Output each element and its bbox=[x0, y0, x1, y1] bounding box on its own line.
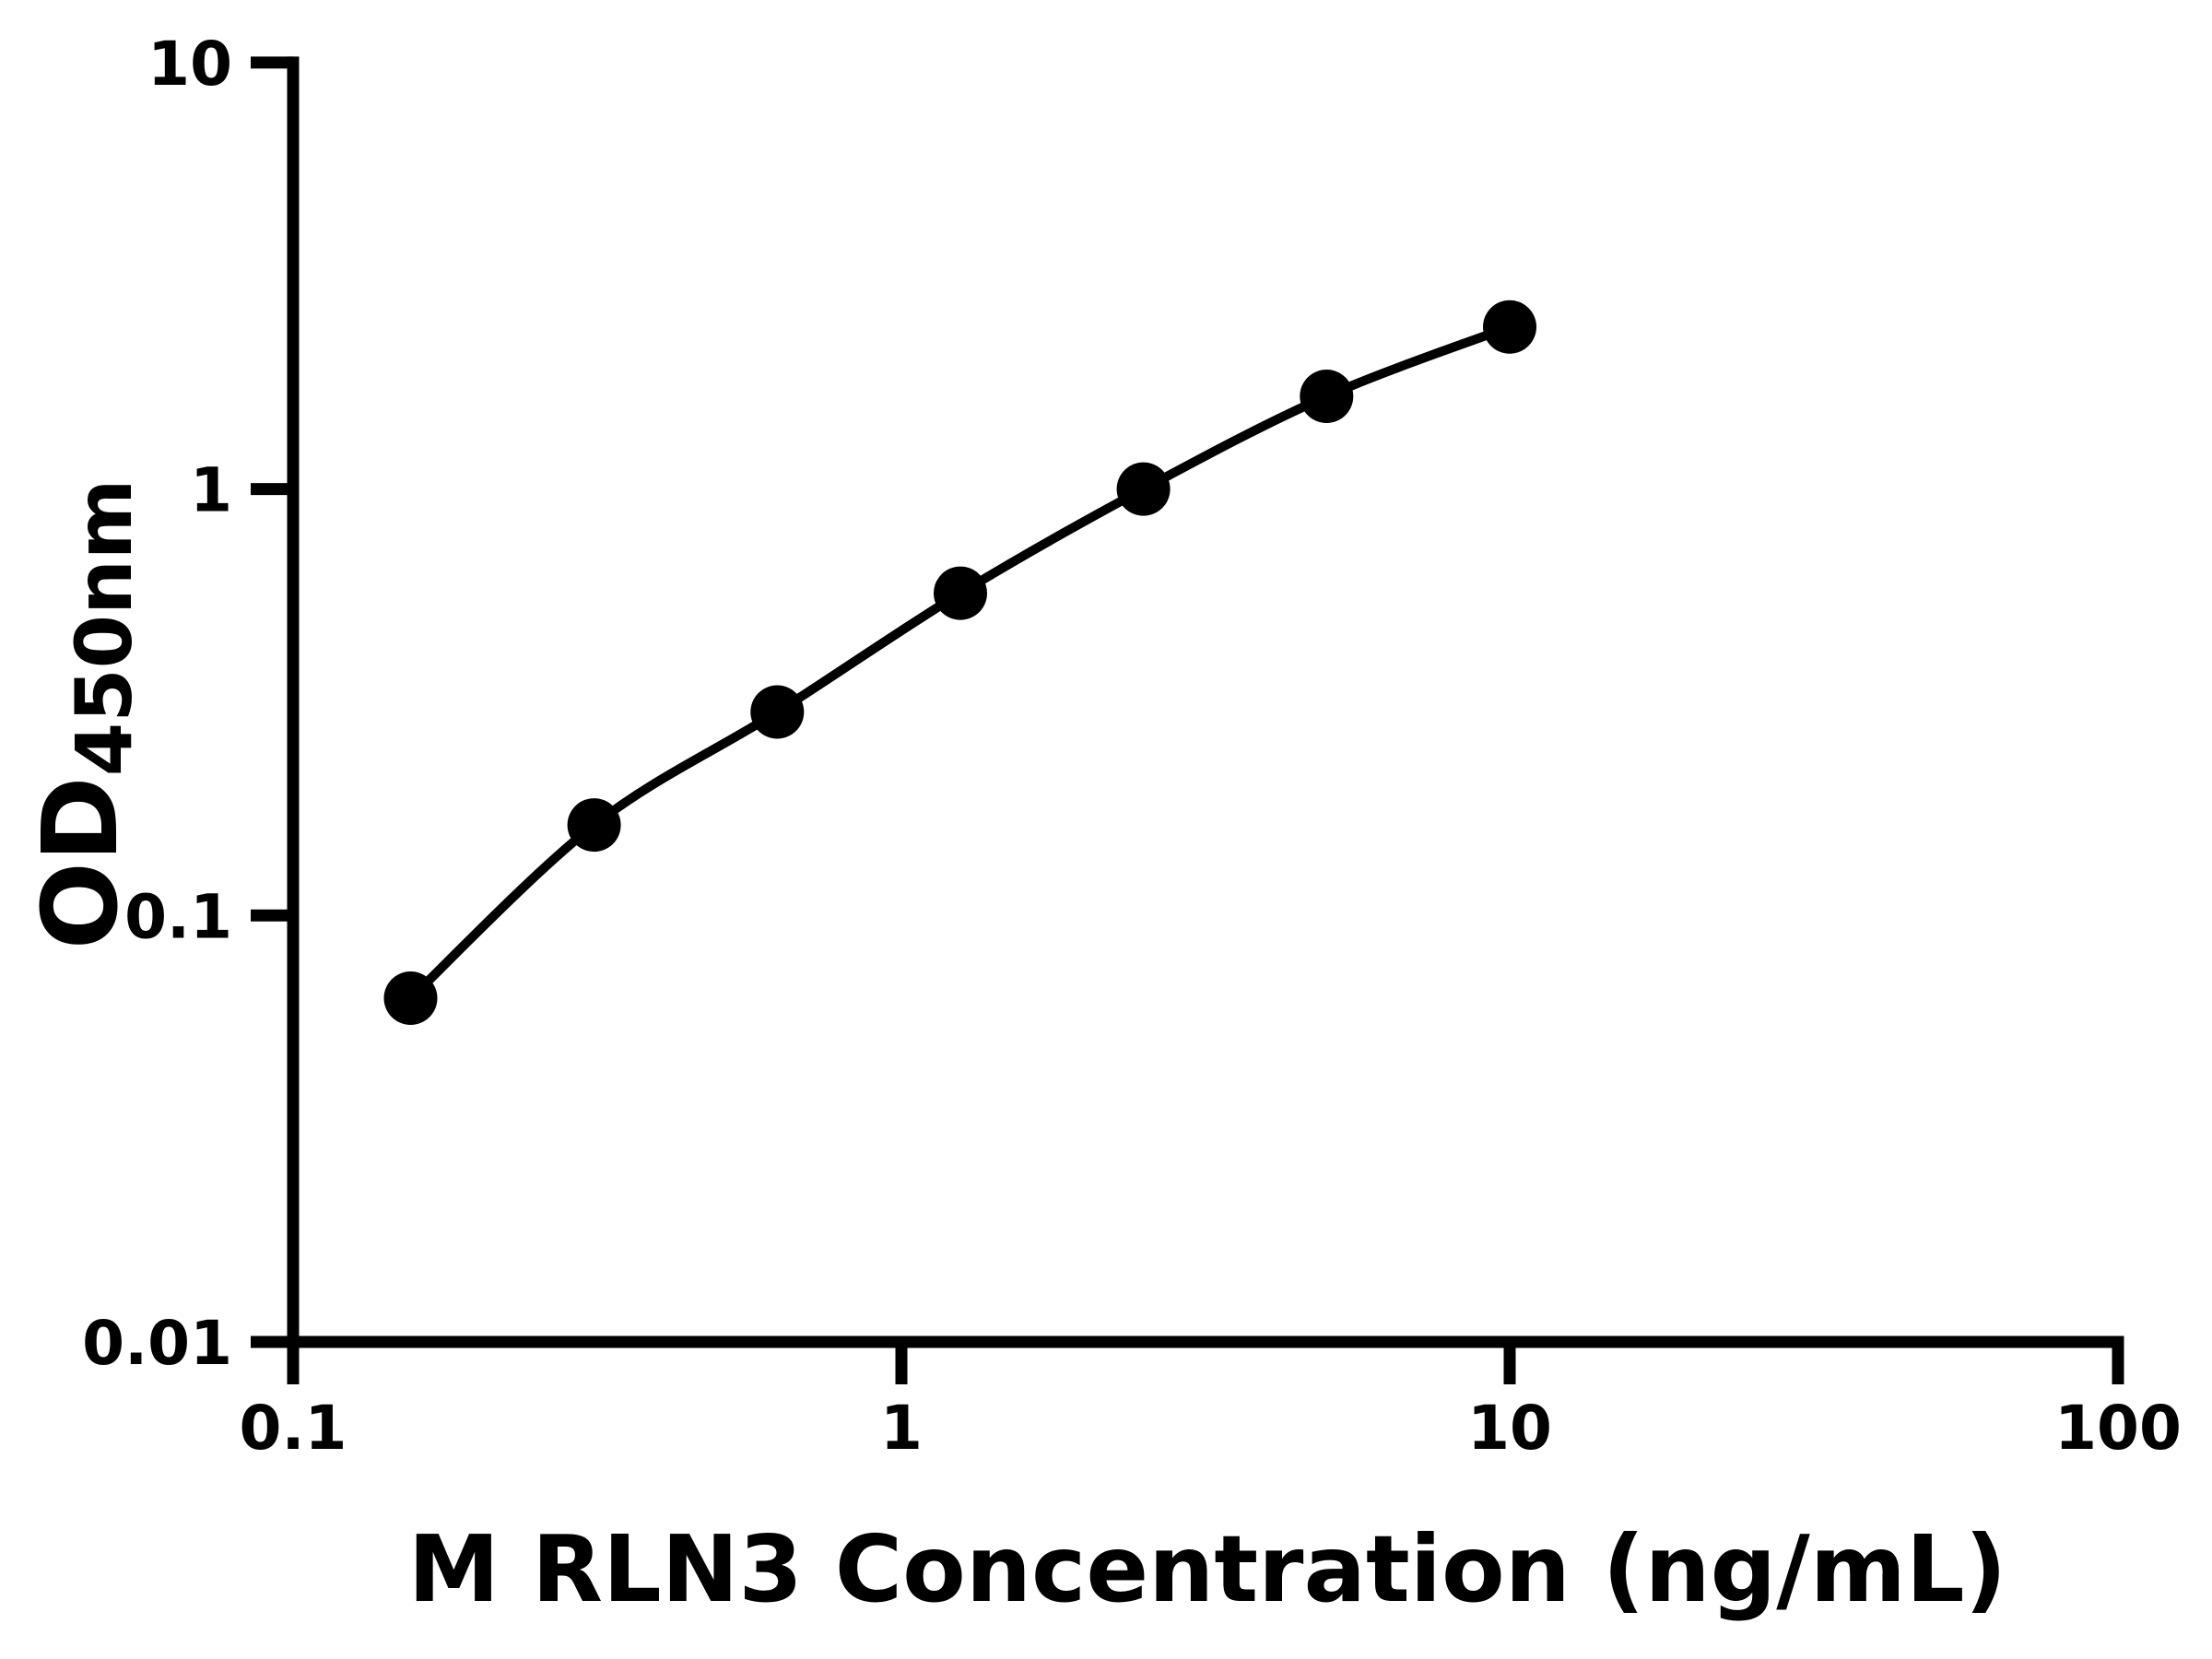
y-axis-title-main: OD bbox=[21, 776, 141, 949]
data-point bbox=[383, 971, 438, 1025]
y-tick-label: 1 bbox=[190, 455, 232, 526]
standard-curve-line bbox=[406, 322, 1514, 1003]
y-tick-label: 0.01 bbox=[82, 1308, 232, 1379]
y-axis-title: OD450nm bbox=[21, 479, 149, 950]
y-axis-title-sub: 450nm bbox=[59, 479, 149, 777]
data-point bbox=[1483, 300, 1536, 354]
x-tick-label: 100 bbox=[2054, 1393, 2182, 1464]
data-point bbox=[934, 566, 987, 620]
y-tick-label: 10 bbox=[147, 29, 232, 100]
x-axis-title: M RLN3 Concentration (ng/mL) bbox=[408, 1515, 2007, 1623]
data-point bbox=[750, 685, 805, 739]
x-tick-label: 10 bbox=[1467, 1393, 1552, 1464]
data-point bbox=[1116, 462, 1171, 516]
y-tick-label: 0.1 bbox=[124, 881, 232, 952]
x-tick-label: 0.1 bbox=[240, 1393, 347, 1464]
data-point bbox=[567, 798, 621, 853]
data-point bbox=[1300, 370, 1354, 423]
x-tick-label: 1 bbox=[880, 1393, 923, 1464]
